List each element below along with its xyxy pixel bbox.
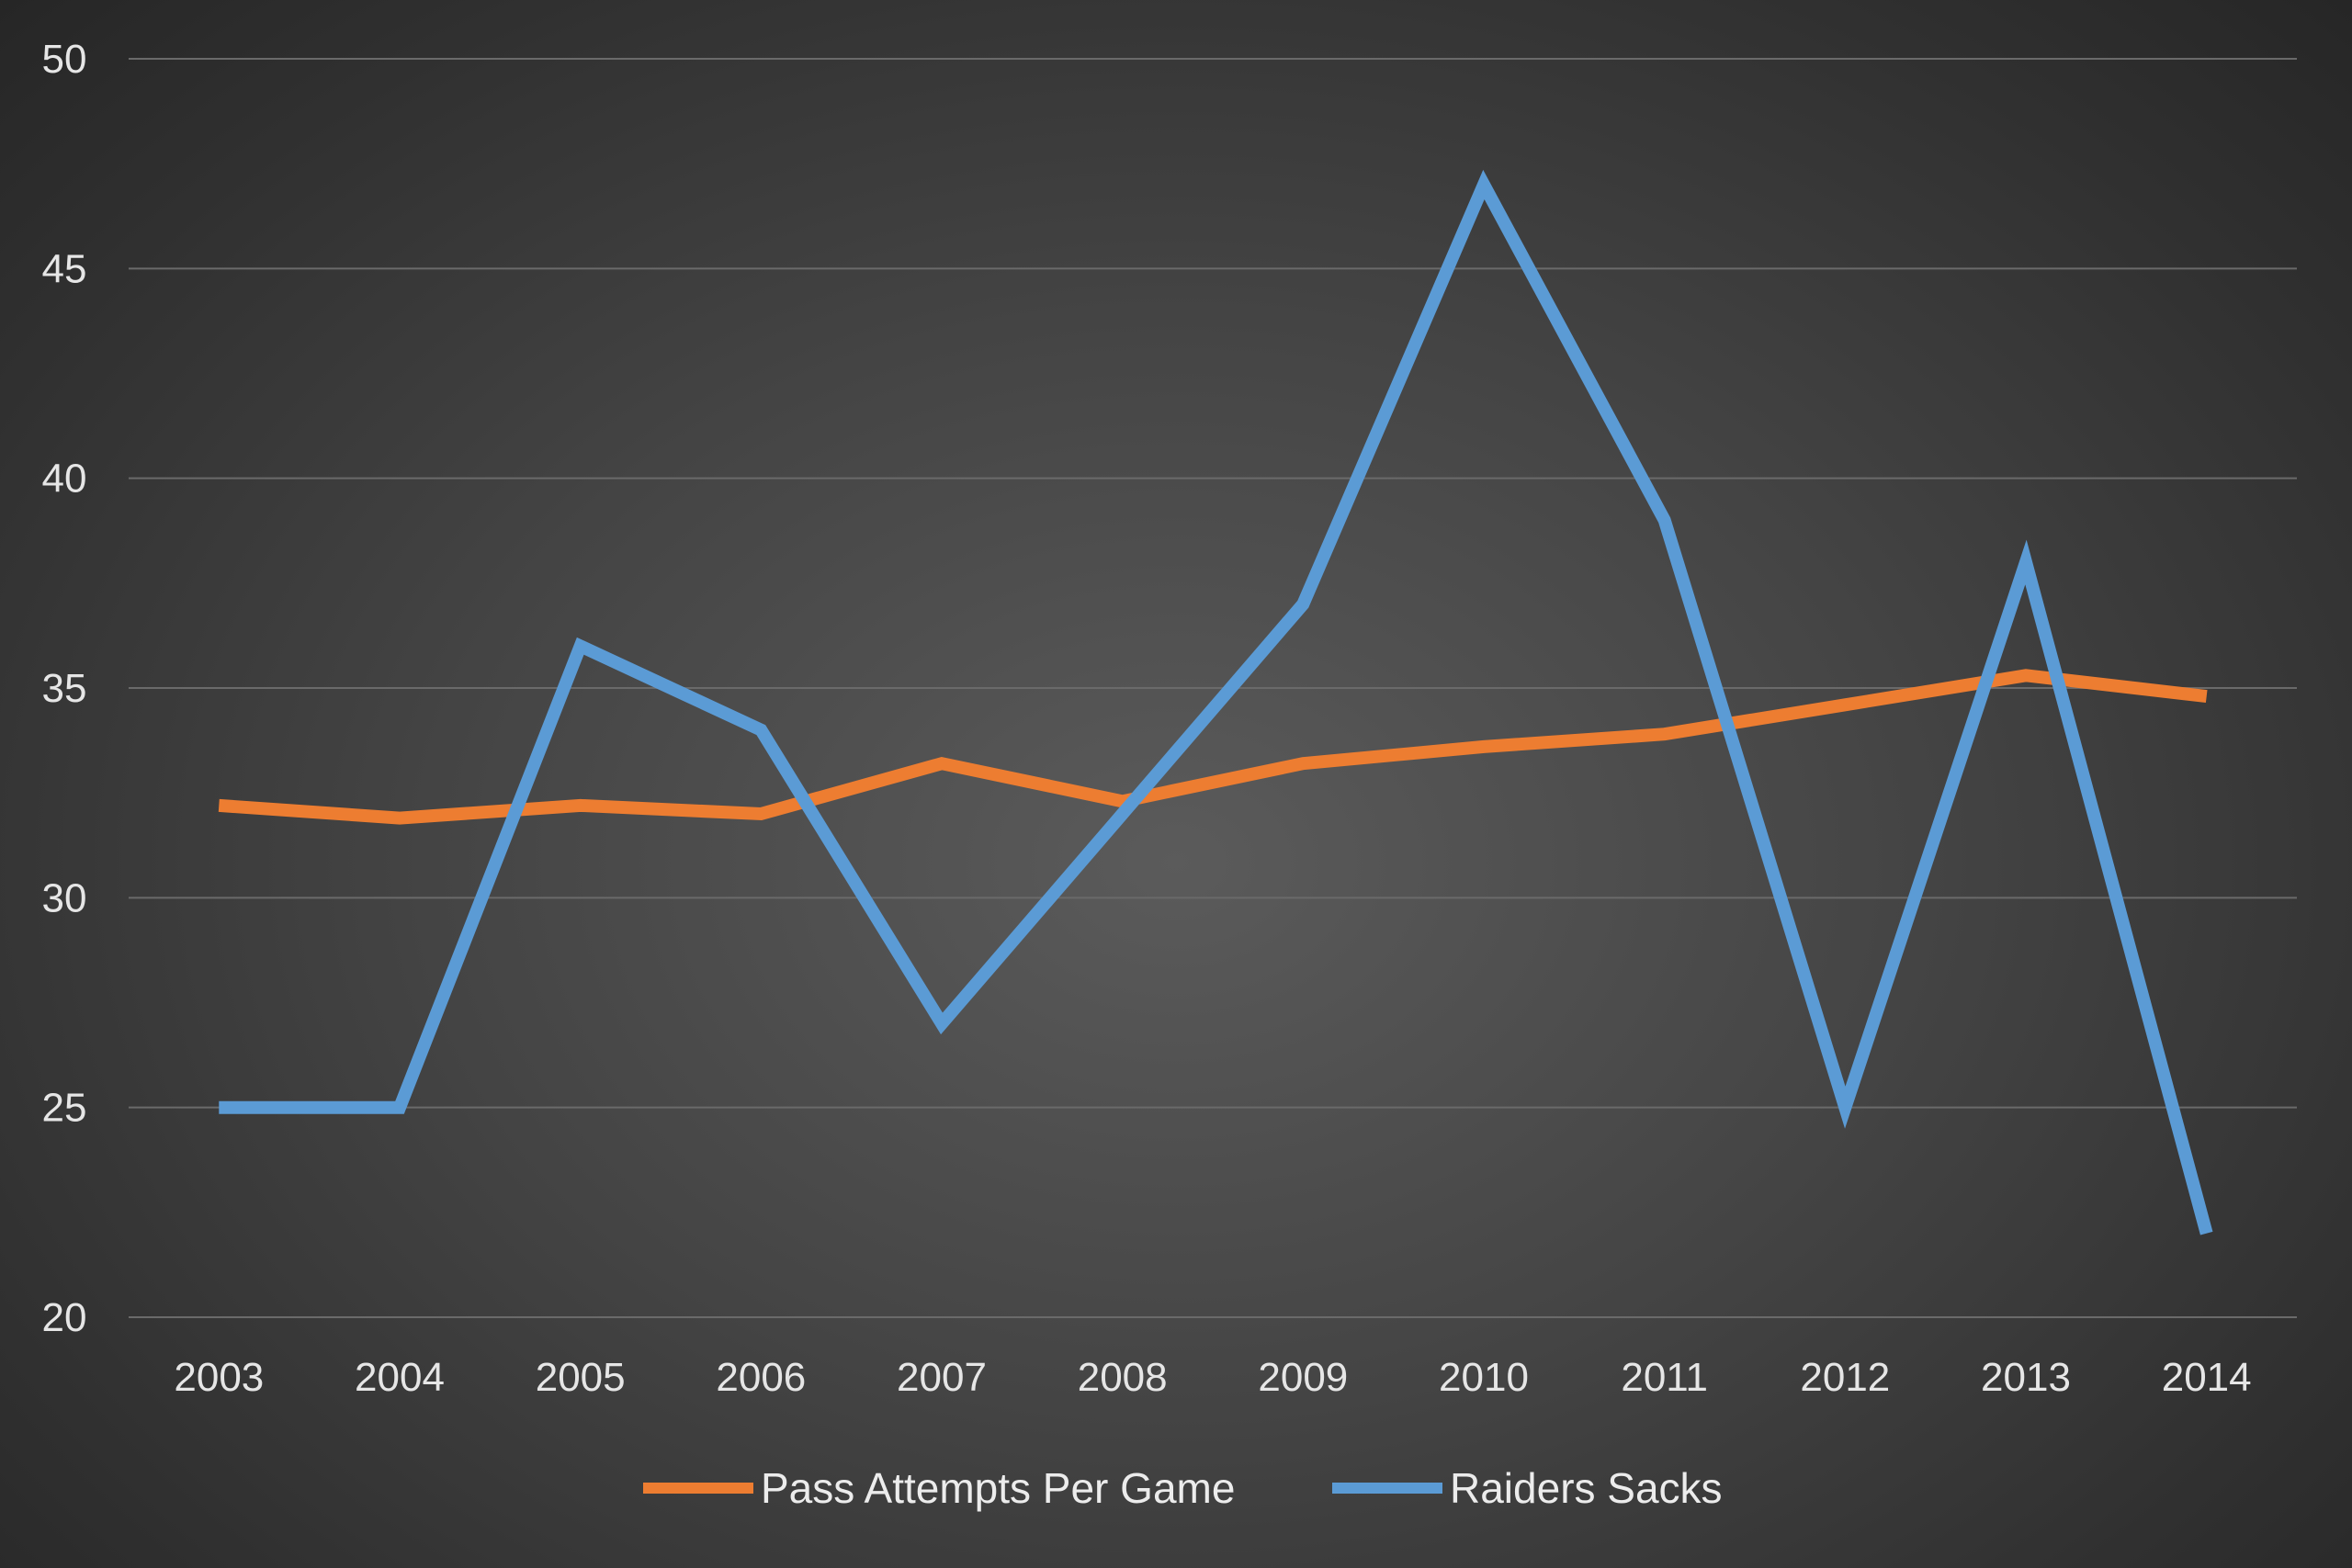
y-tick-label: 35: [42, 666, 87, 711]
legend-item: Raiders Sacks: [1332, 1464, 1723, 1512]
x-tick-label: 2009: [1258, 1355, 1348, 1400]
legend-label: Pass Attempts Per Game: [761, 1464, 1235, 1512]
x-tick-label: 2007: [897, 1355, 987, 1400]
y-tick-label: 20: [42, 1295, 87, 1340]
y-axis-ticks: 20 25 30 35 40 45 50: [42, 37, 87, 1340]
legend-item: Pass Attempts Per Game: [643, 1464, 1235, 1512]
x-axis-ticks: 2003 2004 2005 2006 2007 2008 2009 2010 2011 2012…: [174, 1355, 2251, 1400]
x-tick-label: 2013: [1981, 1355, 2071, 1400]
series-0: [218, 669, 2208, 825]
x-tick-label: 2008: [1078, 1355, 1168, 1400]
series-line: [219, 169, 2213, 1235]
series-line: [218, 669, 2208, 825]
y-tick-label: 30: [42, 875, 87, 920]
x-tick-label: 2014: [2162, 1355, 2252, 1400]
x-tick-label: 2011: [1621, 1355, 1708, 1400]
x-tick-label: 2005: [536, 1355, 626, 1400]
x-tick-label: 2004: [355, 1355, 445, 1400]
x-tick-label: 2003: [174, 1355, 264, 1400]
y-tick-label: 40: [42, 457, 87, 502]
y-tick-label: 25: [42, 1086, 87, 1131]
x-tick-label: 2010: [1439, 1355, 1529, 1400]
legend-label: Raiders Sacks: [1450, 1464, 1723, 1512]
legend: Pass Attempts Per Game Raiders Sacks: [643, 1464, 1723, 1512]
x-tick-label: 2006: [716, 1355, 806, 1400]
x-tick-label: 2012: [1800, 1355, 1890, 1400]
series-lines: [218, 169, 2213, 1235]
series-1: [219, 169, 2213, 1235]
y-tick-label: 50: [42, 37, 87, 82]
gridlines: [129, 58, 2297, 1318]
y-tick-label: 45: [42, 246, 87, 291]
